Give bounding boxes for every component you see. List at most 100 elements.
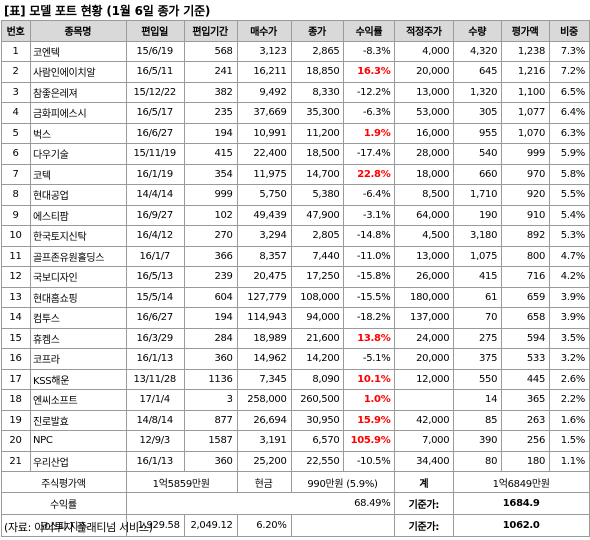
cell-close: 18,850: [290, 61, 345, 83]
cell-name: NPC: [29, 430, 127, 452]
cell-period: 360: [183, 348, 238, 370]
cell-qty: 1,320: [453, 81, 503, 103]
cell-buy: 8,357: [236, 245, 292, 267]
cell-close: 11,200: [290, 122, 345, 144]
table-body: 1 코엔텍 15/6/19 568 3,123 2,865 -8.3% 4,000 4,320 1…: [1, 40, 590, 472]
cell-no: 17: [1, 368, 31, 390]
cell-date: 16/1/7: [125, 245, 185, 267]
cell-date: 14/4/14: [125, 184, 185, 206]
cell-no: 5: [1, 122, 31, 144]
cell-fair: 137,000: [394, 307, 455, 329]
cell-fair: [394, 389, 455, 411]
cell-no: 4: [1, 102, 31, 124]
cell-no: 1: [1, 40, 31, 62]
cell-return: 10.1%: [343, 368, 396, 390]
cell-close: 260,500: [290, 389, 345, 411]
return-label: 수익률: [1, 492, 127, 515]
return-value: 68.49%: [125, 492, 396, 515]
cell-qty: 1,075: [453, 245, 503, 267]
cell-buy: 14,962: [236, 348, 292, 370]
cell-date: 15/12/22: [125, 81, 185, 103]
cell-value: 256: [501, 430, 551, 452]
cell-value: 180: [501, 450, 551, 472]
cell-qty: 14: [453, 389, 503, 411]
cell-date: 16/6/27: [125, 307, 185, 329]
cell-fair: 24,000: [394, 327, 455, 349]
table-row: 11 골프존유원홀딩스 16/1/7 366 8,357 7,440 -11.0% 13,00…: [1, 245, 590, 267]
cell-return: 15.9%: [343, 409, 396, 431]
cell-qty: 275: [453, 327, 503, 349]
cell-date: 16/5/13: [125, 266, 185, 288]
kospi-change: 6.20%: [236, 514, 292, 537]
cell-fair: 20,000: [394, 61, 455, 83]
cell-close: 6,570: [290, 430, 345, 452]
cell-value: 533: [501, 348, 551, 370]
cell-date: 16/5/11: [125, 61, 185, 83]
cell-date: 16/5/17: [125, 102, 185, 124]
cell-value: 970: [501, 163, 551, 185]
cell-date: 14/8/14: [125, 409, 185, 431]
cell-qty: 660: [453, 163, 503, 185]
cell-return: -15.5%: [343, 286, 396, 308]
cell-fair: 13,000: [394, 245, 455, 267]
cell-weight: 3.2%: [549, 348, 590, 370]
cell-date: 15/6/19: [125, 40, 185, 62]
cell-period: 284: [183, 327, 238, 349]
cell-qty: 375: [453, 348, 503, 370]
cell-qty: 415: [453, 266, 503, 288]
total-value: 1억6849만원: [453, 471, 590, 493]
cell-date: 16/1/19: [125, 163, 185, 185]
cell-close: 30,950: [290, 409, 345, 431]
cell-name: 에스티팜: [29, 204, 127, 226]
cell-weight: 2.6%: [549, 368, 590, 390]
cell-weight: 4.2%: [549, 266, 590, 288]
cell-close: 22,550: [290, 450, 345, 472]
cell-weight: 5.3%: [549, 225, 590, 247]
cell-buy: 22,400: [236, 143, 292, 165]
cell-fair: 18,000: [394, 163, 455, 185]
cell-buy: 5,750: [236, 184, 292, 206]
cell-weight: 5.4%: [549, 204, 590, 226]
cell-return: -15.8%: [343, 266, 396, 288]
cell-close: 7,440: [290, 245, 345, 267]
table-row: 17 KSS해운 13/11/28 1136 7,345 8,090 10.1% 12,000…: [1, 368, 590, 390]
cell-return: -17.4%: [343, 143, 396, 165]
cell-buy: 16,211: [236, 61, 292, 83]
cell-return: 1.9%: [343, 122, 396, 144]
stock-eval-label: 주식평가액: [1, 471, 127, 493]
col-header-weight: 비중: [549, 20, 590, 42]
cell-close: 2,805: [290, 225, 345, 247]
cell-period: 877: [183, 409, 238, 431]
cell-date: 16/4/12: [125, 225, 185, 247]
cell-period: 568: [183, 40, 238, 62]
cell-period: 382: [183, 81, 238, 103]
cell-return: -11.0%: [343, 245, 396, 267]
cell-no: 2: [1, 61, 31, 83]
cell-no: 20: [1, 430, 31, 452]
cell-weight: 1.6%: [549, 409, 590, 431]
cell-return: -6.3%: [343, 102, 396, 124]
cell-period: 1587: [183, 430, 238, 452]
cell-weight: 5.9%: [549, 143, 590, 165]
table-title: [표] 모델 포트 현황 (1월 6일 종가 기준): [4, 4, 211, 18]
cell-buy: 18,989: [236, 327, 292, 349]
cell-return: -8.3%: [343, 40, 396, 62]
cell-name: 코텍: [29, 163, 127, 185]
return-base-label: 기준가:: [394, 492, 455, 515]
cell-weight: 6.3%: [549, 122, 590, 144]
cell-no: 12: [1, 266, 31, 288]
cell-period: 415: [183, 143, 238, 165]
cell-fair: 13,000: [394, 81, 455, 103]
kospi-now: 2,049.12: [183, 514, 238, 537]
cell-weight: 5.5%: [549, 184, 590, 206]
cell-date: 15/5/14: [125, 286, 185, 308]
cell-value: 892: [501, 225, 551, 247]
cell-date: 16/1/13: [125, 450, 185, 472]
summary-section: 주식평가액 1억5859만원 현금 990만원 (5.9%) 계 1억6849만…: [1, 471, 590, 537]
cell-close: 5,380: [290, 184, 345, 206]
col-header-period: 편입기간: [183, 20, 238, 42]
cash-value: 990만원 (5.9%): [290, 471, 396, 493]
source-note: (자료: 아이투자 플래티넘 서비스): [4, 521, 153, 534]
table-row: 1 코엔텍 15/6/19 568 3,123 2,865 -8.3% 4,000 4,320 1…: [1, 40, 590, 62]
cell-date: 16/1/13: [125, 348, 185, 370]
